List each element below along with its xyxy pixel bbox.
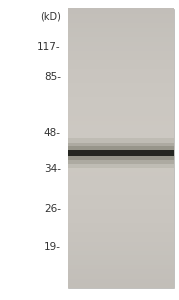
Bar bbox=[68, 143, 174, 148]
FancyBboxPatch shape bbox=[68, 138, 174, 168]
Text: 85-: 85- bbox=[44, 71, 61, 82]
Bar bbox=[68, 36, 174, 41]
Bar bbox=[68, 213, 174, 218]
Bar bbox=[68, 111, 174, 116]
Bar bbox=[68, 8, 174, 14]
Bar bbox=[68, 78, 174, 83]
Bar bbox=[68, 152, 174, 158]
Bar bbox=[68, 59, 174, 65]
Bar bbox=[68, 18, 174, 23]
Bar bbox=[68, 162, 174, 167]
Bar bbox=[68, 115, 174, 121]
Bar bbox=[68, 46, 174, 51]
FancyBboxPatch shape bbox=[68, 150, 174, 156]
Bar bbox=[68, 260, 174, 265]
Bar bbox=[68, 22, 174, 28]
Bar bbox=[68, 185, 174, 190]
Bar bbox=[68, 101, 174, 106]
Text: 26-: 26- bbox=[44, 203, 61, 214]
Bar bbox=[68, 106, 174, 111]
Bar bbox=[68, 204, 174, 209]
Text: 19-: 19- bbox=[44, 242, 61, 253]
Text: 48-: 48- bbox=[44, 128, 61, 139]
Bar bbox=[68, 194, 174, 200]
Bar bbox=[68, 218, 174, 223]
Bar bbox=[68, 83, 174, 88]
Bar bbox=[68, 88, 174, 93]
Bar bbox=[68, 245, 174, 251]
Text: (kD): (kD) bbox=[40, 11, 61, 22]
Bar bbox=[68, 232, 174, 237]
Bar bbox=[68, 148, 174, 153]
FancyBboxPatch shape bbox=[68, 9, 174, 288]
Text: HT29: HT29 bbox=[106, 0, 136, 2]
Bar bbox=[68, 64, 174, 70]
Bar bbox=[68, 74, 174, 79]
Bar bbox=[68, 92, 174, 97]
Bar bbox=[68, 236, 174, 242]
Bar bbox=[68, 278, 174, 283]
Bar bbox=[68, 32, 174, 37]
Text: 117-: 117- bbox=[37, 41, 61, 52]
Bar bbox=[68, 157, 174, 163]
Bar bbox=[68, 208, 174, 214]
Bar bbox=[68, 241, 174, 246]
Bar bbox=[68, 269, 174, 274]
Bar bbox=[68, 250, 174, 256]
Bar bbox=[68, 255, 174, 260]
Bar bbox=[68, 27, 174, 32]
Bar bbox=[68, 199, 174, 204]
Text: 34-: 34- bbox=[44, 164, 61, 175]
Bar bbox=[68, 222, 174, 227]
Bar bbox=[68, 50, 174, 56]
Bar bbox=[68, 129, 174, 134]
Bar bbox=[68, 167, 174, 172]
Bar bbox=[68, 41, 174, 46]
Bar bbox=[68, 134, 174, 139]
Bar bbox=[68, 69, 174, 74]
Bar bbox=[68, 171, 174, 176]
Bar bbox=[68, 139, 174, 144]
Bar bbox=[68, 176, 174, 181]
Bar bbox=[68, 125, 174, 130]
Bar bbox=[68, 97, 174, 102]
Bar bbox=[68, 227, 174, 232]
Bar bbox=[68, 55, 174, 60]
Bar bbox=[68, 13, 174, 18]
Bar bbox=[68, 120, 174, 125]
Bar bbox=[68, 283, 174, 288]
FancyBboxPatch shape bbox=[68, 146, 174, 160]
Bar bbox=[68, 181, 174, 186]
Bar bbox=[68, 264, 174, 269]
Bar bbox=[68, 274, 174, 279]
FancyBboxPatch shape bbox=[68, 142, 174, 164]
Bar bbox=[68, 190, 174, 195]
